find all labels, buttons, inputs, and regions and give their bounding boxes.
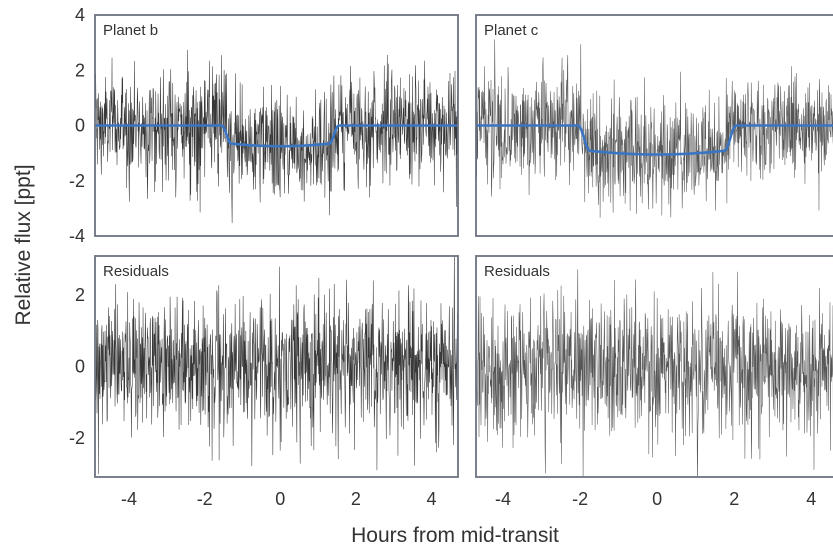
model-curve xyxy=(95,124,458,148)
x-tick-label: 0 xyxy=(275,489,285,509)
panel-title: Planet c xyxy=(484,22,539,39)
panel-frame xyxy=(94,255,459,478)
panel-top-right: Planet c xyxy=(475,14,833,237)
x-tick-label: -2 xyxy=(197,489,213,509)
x-tick-label: 2 xyxy=(729,489,739,509)
data-series xyxy=(95,256,458,475)
data-series xyxy=(476,269,833,477)
x-axis-label: Hours from mid-transit xyxy=(351,524,559,547)
x-tick-label: -4 xyxy=(121,489,137,509)
panel-title: Residuals xyxy=(484,263,550,280)
y-tick-label: 2 xyxy=(75,60,85,80)
panel-plot-area xyxy=(95,256,458,475)
x-tick-label: 0 xyxy=(652,489,662,509)
x-tick-label: -4 xyxy=(495,489,511,509)
model-curve xyxy=(476,124,833,156)
panel-plot-area xyxy=(476,269,833,477)
panel-plot-area xyxy=(476,39,833,218)
data-series xyxy=(95,49,458,223)
x-tick-label: 2 xyxy=(351,489,361,509)
y-tick-label: -2 xyxy=(69,428,85,448)
panel-frame xyxy=(475,255,833,478)
x-tick-label: 4 xyxy=(426,489,436,509)
y-axis-label: Relative flux [ppt] xyxy=(12,164,35,325)
panels: Planet b -4 -2 0 2 4 Planet c Residuals -2 0 2 -4 -2… xyxy=(69,5,833,509)
y-tick-label: 0 xyxy=(75,357,85,377)
panel-frame xyxy=(94,14,459,237)
panel-top-left: Planet b -4 -2 0 2 4 xyxy=(69,5,459,246)
y-tick-label: -2 xyxy=(69,171,85,191)
x-tick-label: 4 xyxy=(806,489,816,509)
panel-plot-area xyxy=(95,49,458,223)
panel-bottom-left: Residuals -2 0 2 -4 -2 0 2 4 xyxy=(69,255,459,509)
panel-frame xyxy=(475,14,833,237)
y-tick-label: -4 xyxy=(69,226,85,246)
data-series xyxy=(476,39,833,218)
x-tick-label: -2 xyxy=(572,489,588,509)
panel-title: Planet b xyxy=(103,22,158,39)
panel-title: Residuals xyxy=(103,263,169,280)
y-tick-label: 4 xyxy=(75,5,85,25)
y-tick-label: 2 xyxy=(75,285,85,305)
y-tick-label: 0 xyxy=(75,116,85,136)
panel-bottom-right: Residuals -4 -2 0 2 4 xyxy=(475,255,833,509)
